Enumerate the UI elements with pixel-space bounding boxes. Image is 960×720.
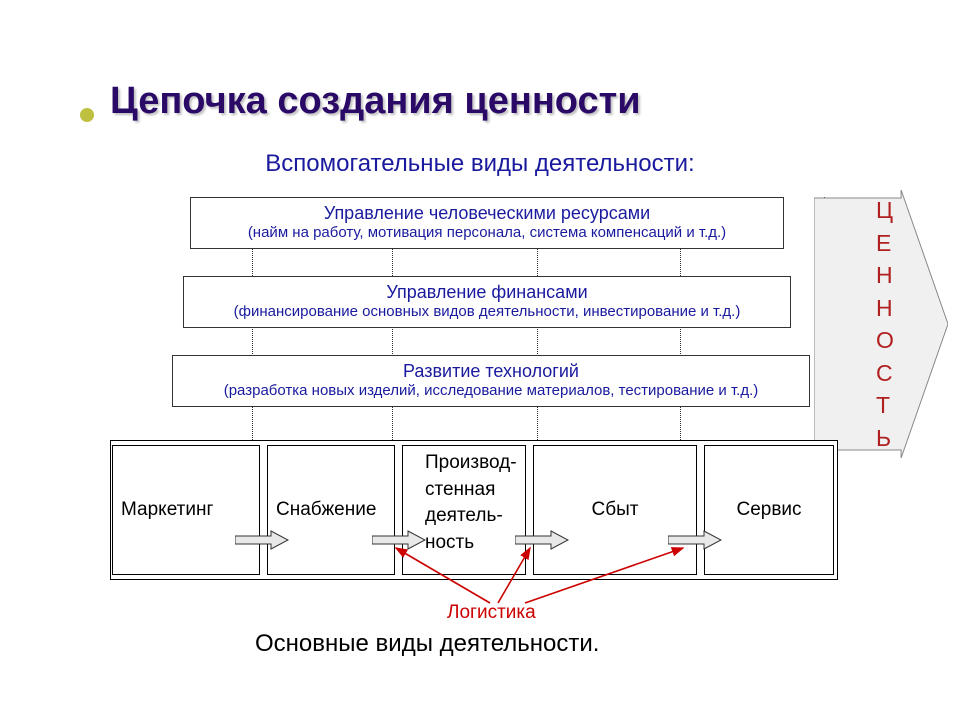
flow-arrow-icon <box>235 530 289 550</box>
value-letter: Е <box>876 230 891 257</box>
flow-arrow-icon <box>372 530 426 550</box>
support-activity-box: Управление финансами(финансирование осно… <box>183 276 791 328</box>
support-activity-desc: (финансирование основных видов деятельно… <box>192 303 782 320</box>
value-letter: Н <box>876 295 893 322</box>
value-letter: О <box>876 327 894 354</box>
value-letter: Ь <box>876 425 891 452</box>
primary-activity-cell: Снабжение <box>267 445 395 575</box>
support-activity-box: Управление человеческими ресурсами(найм … <box>190 197 784 249</box>
flow-arrow-icon <box>668 530 722 550</box>
primary-activities-label: Основные виды деятельности. <box>255 630 599 658</box>
support-activity-title: Управление финансами <box>192 282 782 303</box>
subtitle: Вспомогательные виды деятельности: <box>0 150 960 178</box>
support-activity-title: Управление человеческими ресурсами <box>199 203 775 224</box>
value-letter: Н <box>876 262 893 289</box>
support-activity-desc: (найм на работу, мотивация персонала, си… <box>199 224 775 241</box>
support-activity-title: Развитие технологий <box>181 361 801 382</box>
primary-activity-cell: Сервис <box>704 445 834 575</box>
primary-cell-production-label: Производ-стеннаядеятель-ность <box>425 450 517 556</box>
value-letter: Т <box>876 392 890 419</box>
support-activity-desc: (разработка новых изделий, исследование … <box>181 382 801 399</box>
page-title: Цепочка создания ценности <box>110 80 641 123</box>
primary-activity-cell: Сбыт <box>533 445 697 575</box>
support-activity-box: Развитие технологий(разработка новых изд… <box>172 355 810 407</box>
value-letter: С <box>876 360 893 387</box>
logistics-label: Логистика <box>447 602 536 624</box>
primary-activity-cell: Маркетинг <box>112 445 260 575</box>
flow-arrow-icon <box>515 530 569 550</box>
value-letter: Ц <box>876 197 893 224</box>
title-bullet <box>80 108 94 122</box>
